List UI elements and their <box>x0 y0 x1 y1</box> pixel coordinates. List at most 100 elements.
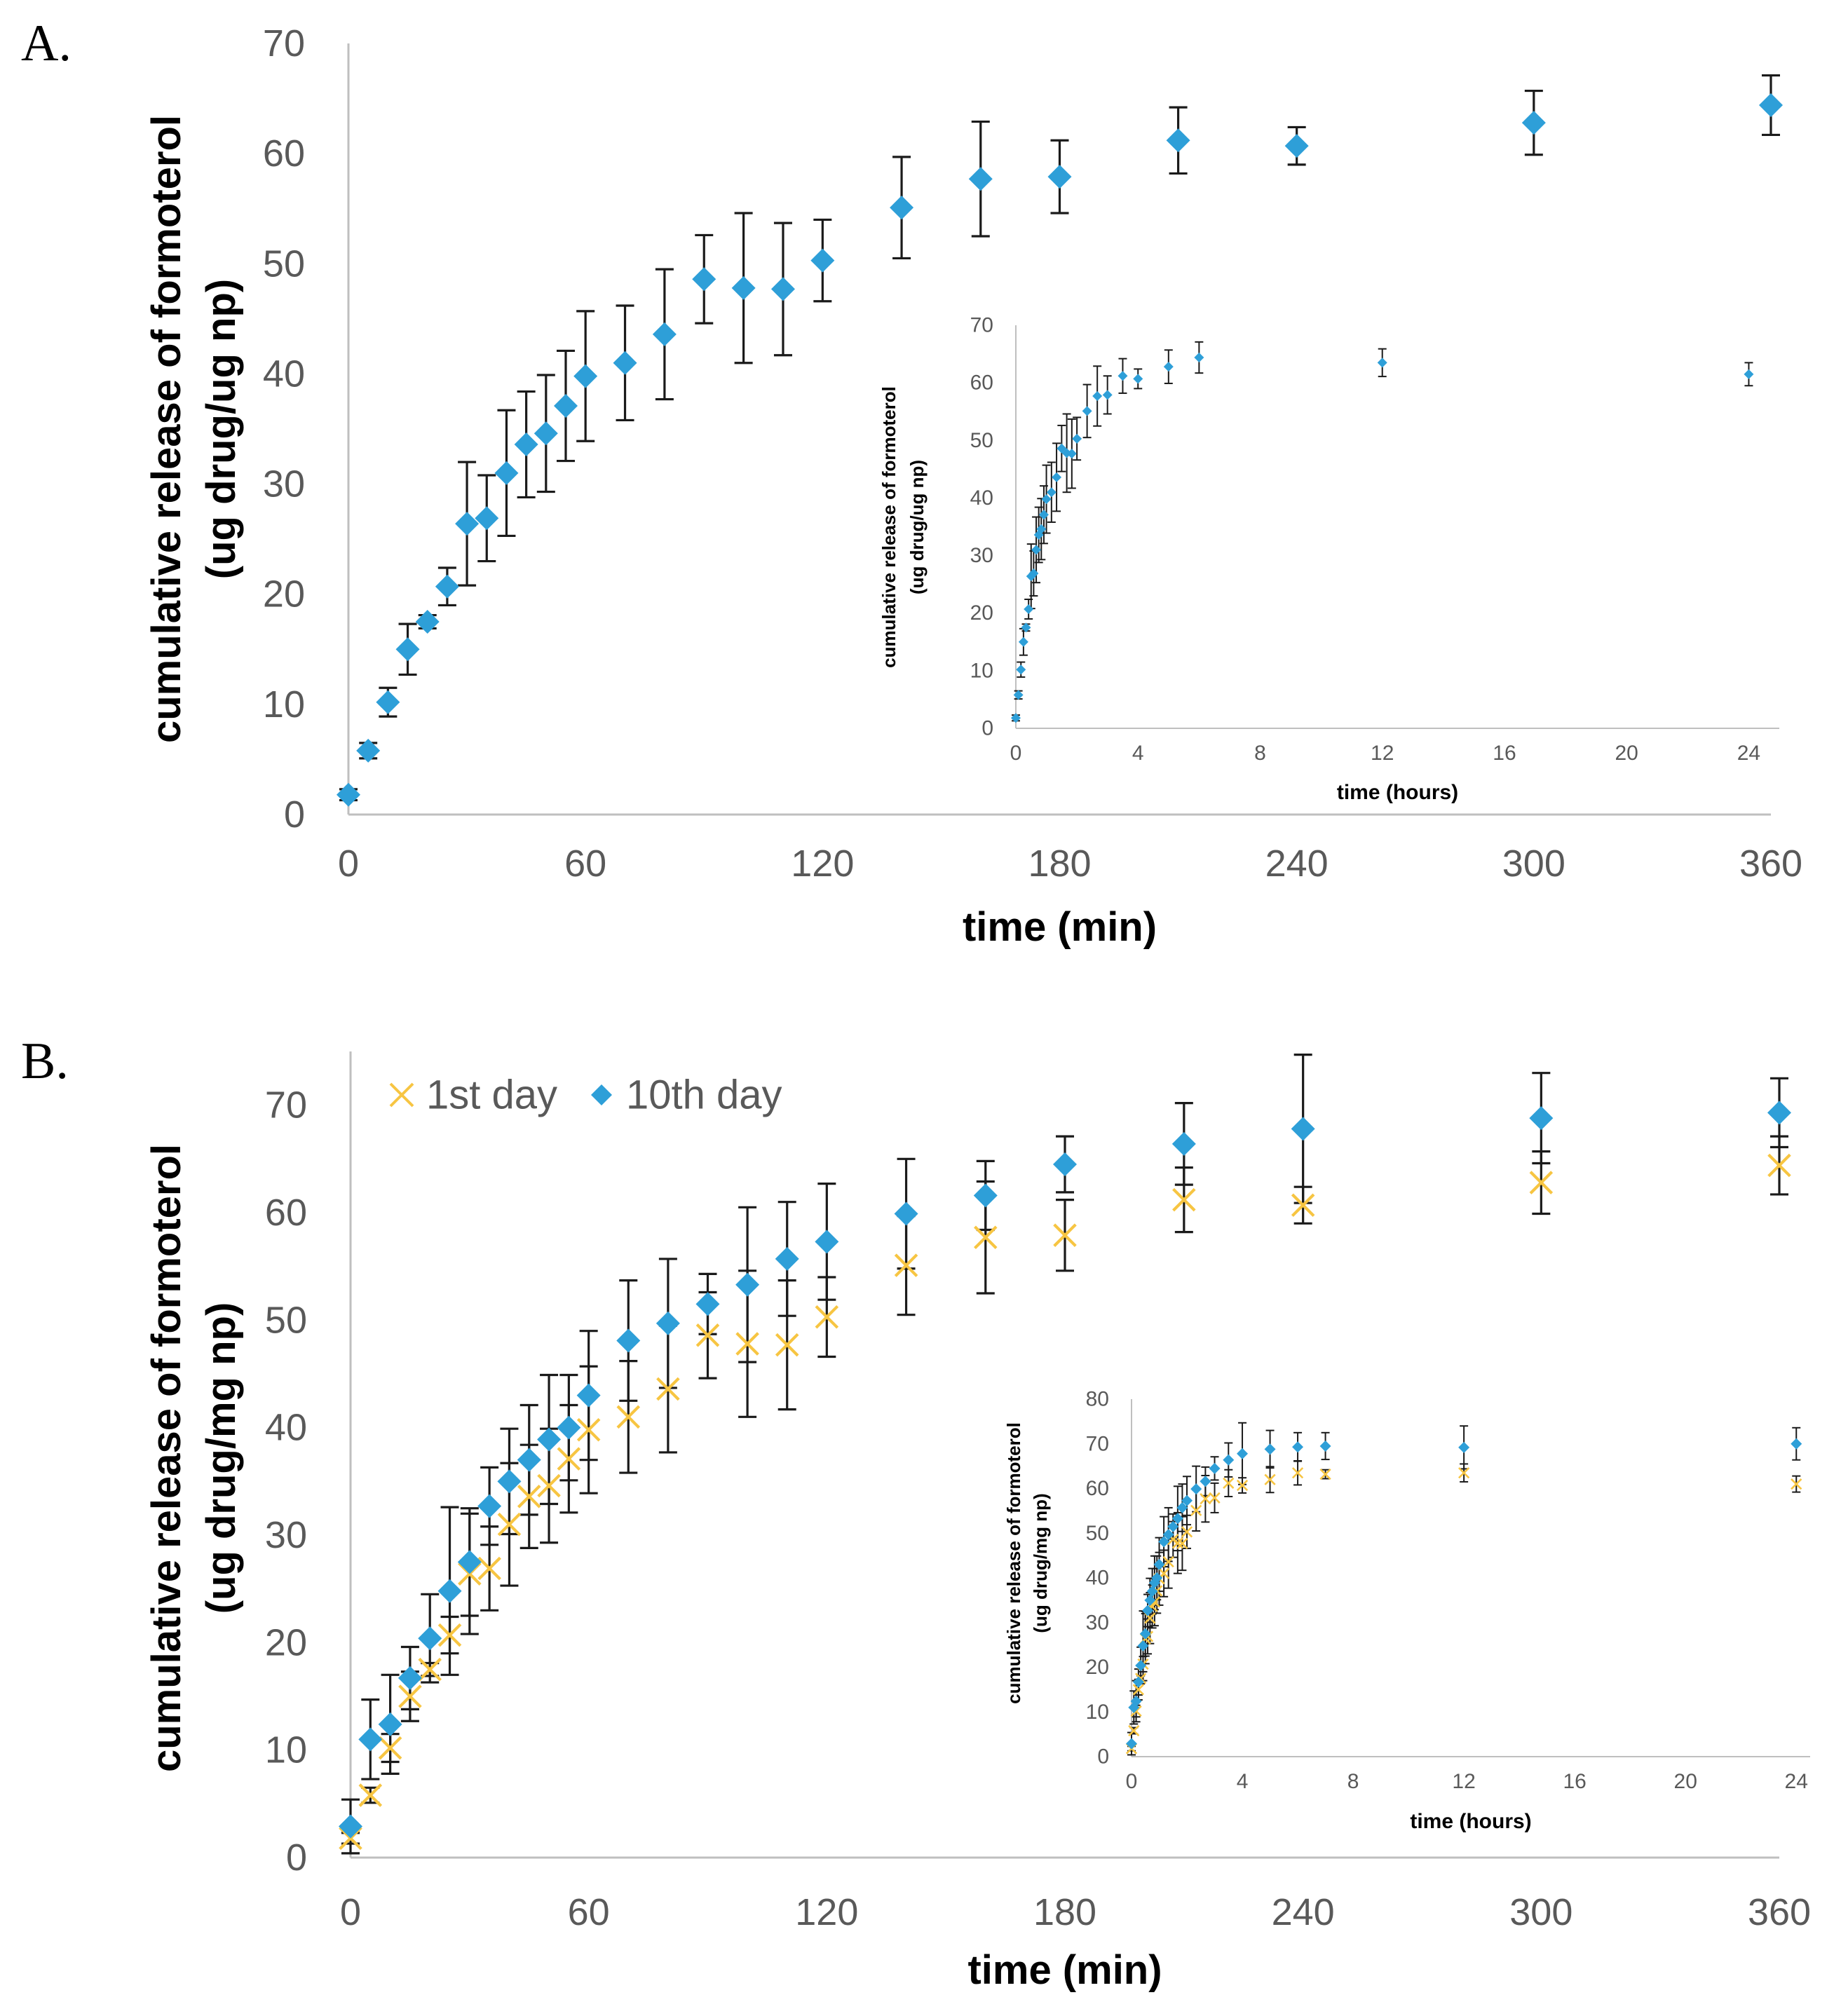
b-main-10th-day-point <box>815 1230 839 1254</box>
a-inset-y-axis-label: cumulative release of formoterol <box>878 386 899 668</box>
b-main-10th-day-point <box>576 1383 601 1408</box>
x-marker-stroke <box>616 1405 641 1429</box>
b-main-x-tick-label: 60 <box>568 1891 610 1933</box>
b-main-10th-day-point <box>497 1469 522 1494</box>
a-inset-x-tick-label: 4 <box>1132 742 1144 765</box>
a-inset-series-point <box>1036 524 1047 534</box>
a-inset-y-tick-label: 70 <box>970 314 993 337</box>
b-main-x-tick-label: 360 <box>1748 1891 1811 1933</box>
x-marker-stroke <box>1791 1478 1802 1490</box>
b-inset-10th-day-point <box>1146 1586 1158 1598</box>
x-marker-stroke <box>1200 1493 1211 1505</box>
a-main-series-point <box>415 610 440 634</box>
b-main-y-axis-label-units: (ug drug/mg np) <box>198 1302 244 1614</box>
a-main-series-point <box>1166 128 1190 153</box>
b-inset-10th-day-point <box>1139 1628 1151 1640</box>
b-inset-y-axis-label-units: (ug drug/mg np) <box>1030 1493 1051 1633</box>
b-main-1st-day-point <box>378 1736 402 1760</box>
x-marker-stroke <box>378 1736 402 1760</box>
b-inset-y-tick-label: 10 <box>1086 1701 1109 1724</box>
x-marker-stroke <box>1458 1467 1470 1479</box>
b-inset-y-tick-label: 50 <box>1086 1522 1109 1545</box>
a-main-series-point <box>337 782 360 807</box>
a-inset-series-point <box>1066 449 1077 459</box>
x-marker-stroke <box>894 1253 918 1277</box>
x-marker-stroke <box>1172 1187 1196 1212</box>
b-main-10th-day-point <box>1529 1106 1554 1131</box>
x-marker-stroke <box>517 1485 541 1508</box>
a-inset-series-point <box>1133 374 1143 384</box>
x-marker-stroke <box>537 1473 561 1498</box>
a-inset-series-point <box>1377 357 1387 368</box>
x-marker-stroke <box>1209 1492 1221 1504</box>
b-inset-10th-day-point <box>1319 1440 1331 1452</box>
a-main-series-point <box>356 738 381 763</box>
x-marker-stroke <box>974 1225 998 1250</box>
b-inset-1st-day-point <box>1190 1504 1202 1516</box>
x-marker-stroke <box>1171 1537 1183 1549</box>
b-main-10th-day-point <box>557 1415 581 1440</box>
a-main-y-tick-label: 50 <box>263 243 305 285</box>
b-main-10th-day-point <box>437 1579 462 1603</box>
b-main-10th-day-point <box>358 1727 383 1752</box>
a-inset-y-tick-label: 0 <box>981 717 993 740</box>
a-main-series-point <box>1284 134 1309 158</box>
b-main-1st-day-point <box>497 1512 522 1537</box>
x-marker-stroke <box>1291 1193 1315 1218</box>
b-main-y-axis-label: cumulative release of formoterol <box>144 1144 189 1772</box>
b-inset-1st-day-point <box>1171 1537 1183 1549</box>
a-main-y-axis-label-units: (ug drug/ug np) <box>198 279 244 579</box>
a-main-x-tick-label: 0 <box>338 843 359 885</box>
a-main-y-tick-label: 70 <box>263 22 305 64</box>
x-marker-stroke <box>1053 1223 1077 1247</box>
a-main-series-point <box>613 350 637 375</box>
b-main-y-tick-label: 0 <box>286 1837 307 1879</box>
x-marker-stroke <box>656 1377 680 1401</box>
b-main-10th-day-point <box>418 1626 442 1651</box>
b-main-1st-day-point <box>517 1485 541 1508</box>
b-inset-10th-day-point <box>1237 1448 1249 1459</box>
b-main-10th-day-point <box>1171 1131 1196 1156</box>
b-inset-1st-day-point <box>1791 1478 1802 1490</box>
a-inset-y-tick-label: 60 <box>970 372 993 395</box>
a-main-series-point <box>553 394 578 418</box>
b-main-10th-day-point <box>1053 1152 1077 1176</box>
a-main-y-tick-label: 20 <box>263 573 305 615</box>
x-marker-stroke <box>358 1783 383 1807</box>
b-main-1st-day-point <box>974 1225 998 1250</box>
legend-diamond-marker <box>591 1084 612 1105</box>
b-main-1st-day-point <box>775 1333 799 1357</box>
a-main-series-point <box>731 275 756 300</box>
x-marker-stroke <box>1319 1468 1331 1480</box>
a-main-series-point <box>435 574 459 599</box>
legend-label-10th-day: 10th day <box>626 1072 782 1118</box>
x-marker-stroke <box>735 1332 759 1356</box>
b-main-1st-day-point <box>1291 1193 1315 1218</box>
x-marker-stroke <box>1223 1477 1235 1489</box>
b-inset-1st-day-point <box>1264 1473 1276 1485</box>
a-main-y-tick-label: 10 <box>263 683 305 726</box>
b-inset-10th-day-point <box>1142 1605 1154 1616</box>
b-main-1st-day-point <box>398 1684 422 1708</box>
a-main-y-tick-label: 0 <box>284 794 305 836</box>
x-marker-stroke <box>1291 1467 1304 1479</box>
b-main-1st-day-point <box>358 1783 383 1807</box>
x-marker-stroke <box>815 1305 839 1329</box>
b-main-10th-day-point <box>735 1272 760 1297</box>
x-marker-stroke <box>1162 1555 1174 1568</box>
b-main-1st-day-point <box>557 1447 581 1471</box>
x-marker-stroke <box>1181 1526 1193 1538</box>
b-main-10th-day-point <box>339 1814 362 1839</box>
b-main-1st-day-point <box>437 1623 462 1647</box>
b-main-10th-day-point <box>398 1666 422 1690</box>
b-main-1st-day-point <box>815 1305 839 1329</box>
legend-x-marker <box>389 1082 414 1108</box>
b-inset-x-tick-label: 12 <box>1452 1770 1475 1793</box>
a-main-y-tick-label: 40 <box>263 353 305 395</box>
a-inset-x-tick-label: 12 <box>1371 742 1394 765</box>
b-inset-y-tick-label: 0 <box>1097 1745 1109 1769</box>
a-main-series-point <box>534 421 558 446</box>
b-main-1st-day-point <box>1767 1153 1791 1178</box>
b-inset-y-tick-label: 20 <box>1086 1656 1109 1679</box>
